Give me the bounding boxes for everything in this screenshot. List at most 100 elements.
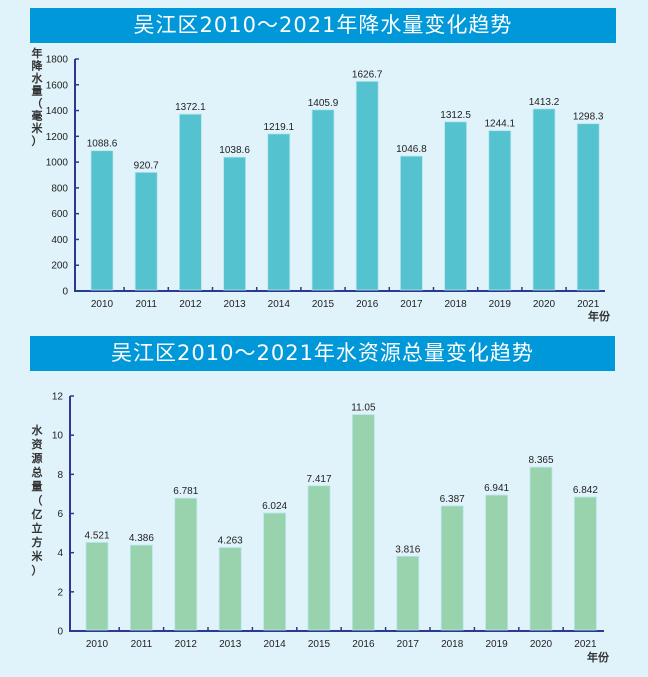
x-tick-label-2017: 2017 bbox=[397, 639, 420, 650]
y-axis-label-char: 方 bbox=[32, 535, 43, 549]
x-tick-label-2016: 2016 bbox=[352, 639, 375, 650]
y-axis-label-char: ） bbox=[32, 135, 43, 148]
water-resources-chart-title: 吴江区2010～2021年水资源总量变化趋势 bbox=[30, 336, 615, 371]
y-axis-label-char: 立 bbox=[32, 521, 43, 535]
bar-2011 bbox=[129, 544, 153, 631]
y-axis-label-char: 降 bbox=[32, 59, 44, 73]
bar-2019 bbox=[485, 494, 509, 631]
value-label-2019: 1244.1 bbox=[485, 119, 516, 130]
bar-2018 bbox=[440, 505, 464, 631]
value-label-2016: 1626.7 bbox=[352, 69, 383, 80]
y-axis-label-char: 量 bbox=[32, 85, 43, 98]
x-tick-label-2019: 2019 bbox=[485, 639, 508, 650]
value-label-2016: 11.05 bbox=[351, 403, 376, 414]
x-tick-label-2016: 2016 bbox=[356, 299, 379, 310]
y-axis-label-char: （ bbox=[32, 97, 43, 110]
bar-2011 bbox=[134, 171, 158, 291]
bar-2016 bbox=[355, 80, 379, 291]
value-label-2011: 4.386 bbox=[129, 533, 154, 544]
y-axis-label-char: 源 bbox=[32, 451, 43, 465]
x-tick-label-2020: 2020 bbox=[530, 639, 553, 650]
y-axis-label-char: ） bbox=[32, 564, 43, 577]
value-label-2013: 1038.6 bbox=[219, 145, 250, 156]
x-tick-label-2012: 2012 bbox=[179, 299, 202, 310]
y-axis-label-char: 总 bbox=[32, 465, 43, 479]
value-label-2015: 1405.9 bbox=[308, 98, 339, 109]
bar-2013 bbox=[223, 156, 247, 291]
x-tick-label-2021: 2021 bbox=[574, 639, 597, 650]
y-tick-label: 800 bbox=[51, 183, 68, 194]
value-label-2015: 7.417 bbox=[306, 474, 331, 485]
y-tick-label: 12 bbox=[52, 392, 64, 403]
bar-2021 bbox=[576, 123, 600, 291]
y-axis-label-char: 毫 bbox=[32, 109, 43, 123]
x-tick-label-2018: 2018 bbox=[444, 299, 467, 310]
value-label-2019: 6.941 bbox=[484, 483, 509, 494]
value-label-2020: 8.365 bbox=[528, 455, 553, 466]
bar-2014 bbox=[263, 512, 287, 631]
x-tick-label-2020: 2020 bbox=[533, 299, 556, 310]
y-tick-label: 0 bbox=[57, 627, 63, 638]
y-tick-label: 600 bbox=[51, 209, 68, 220]
x-tick-label-2015: 2015 bbox=[308, 639, 331, 650]
bar-2020 bbox=[532, 108, 556, 291]
precipitation-bar-chart: 年降水量（毫米） 0 200 400 600 800 1000 1200 1400 1600 180… bbox=[31, 46, 611, 323]
y-axis-label-char: 年 bbox=[32, 46, 43, 60]
x-axis-unit-label: 年份 bbox=[588, 309, 611, 323]
value-label-2010: 4.521 bbox=[84, 530, 109, 541]
y-axis-label-char: 米 bbox=[31, 121, 44, 135]
x-tick-label-2011: 2011 bbox=[135, 299, 157, 310]
bar-2015 bbox=[307, 485, 331, 631]
y-tick-label: 400 bbox=[51, 235, 68, 246]
bar-2010 bbox=[85, 542, 109, 631]
x-tick-label-2014: 2014 bbox=[268, 299, 291, 310]
value-label-2017: 1046.8 bbox=[396, 144, 427, 155]
x-tick-label-2013: 2013 bbox=[219, 639, 242, 650]
value-label-2013: 4.263 bbox=[218, 536, 243, 547]
y-tick-label: 0 bbox=[62, 287, 68, 298]
value-label-2020: 1413.2 bbox=[529, 97, 560, 108]
x-tick-label-2018: 2018 bbox=[441, 639, 464, 650]
bar-2020 bbox=[529, 466, 553, 631]
y-axis-label-char: 量 bbox=[32, 480, 43, 493]
value-label-2021: 6.842 bbox=[573, 485, 598, 496]
value-label-2014: 6.024 bbox=[262, 501, 287, 512]
y-tick-label: 1400 bbox=[46, 106, 69, 117]
x-tick-label-2021: 2021 bbox=[577, 299, 600, 310]
y-axis-label-char: 亿 bbox=[32, 507, 43, 521]
bar-2017 bbox=[399, 155, 423, 291]
y-axis-label-char: 水 bbox=[32, 423, 44, 437]
bar-2010 bbox=[90, 150, 114, 291]
bar-2012 bbox=[174, 497, 198, 631]
y-tick-label: 10 bbox=[52, 431, 64, 442]
y-tick-label: 1200 bbox=[46, 132, 69, 143]
bar-2021 bbox=[574, 496, 597, 631]
x-tick-label-2014: 2014 bbox=[263, 639, 286, 650]
y-axis-label-char: （ bbox=[32, 494, 43, 507]
value-label-2010: 1088.6 bbox=[87, 139, 118, 150]
y-tick-label: 2 bbox=[57, 587, 63, 598]
y-tick-label: 6 bbox=[57, 509, 63, 520]
y-tick-label: 8 bbox=[57, 470, 63, 481]
x-tick-label-2013: 2013 bbox=[223, 299, 246, 310]
bar-2018 bbox=[444, 121, 468, 291]
x-tick-label-2019: 2019 bbox=[489, 299, 512, 310]
x-tick-label-2010: 2010 bbox=[91, 299, 114, 310]
y-tick-label: 1800 bbox=[46, 55, 69, 66]
bar-2013 bbox=[218, 547, 242, 631]
bar-2014 bbox=[267, 133, 291, 291]
x-tick-label-2011: 2011 bbox=[131, 639, 153, 650]
bar-2015 bbox=[311, 109, 335, 291]
y-tick-label: 200 bbox=[51, 261, 68, 272]
x-tick-label-2012: 2012 bbox=[175, 639, 198, 650]
precipitation-chart-title: 吴江区2010～2021年降水量变化趋势 bbox=[30, 8, 616, 43]
y-tick-label: 1600 bbox=[46, 80, 69, 91]
bar-2017 bbox=[396, 555, 420, 631]
y-tick-label: 1000 bbox=[46, 158, 69, 169]
value-label-2017: 3.816 bbox=[395, 544, 420, 555]
bar-2019 bbox=[488, 130, 512, 291]
y-axis-label-char: 水 bbox=[32, 71, 44, 85]
x-tick-label-2015: 2015 bbox=[312, 299, 335, 310]
x-tick-label-2017: 2017 bbox=[400, 299, 423, 310]
